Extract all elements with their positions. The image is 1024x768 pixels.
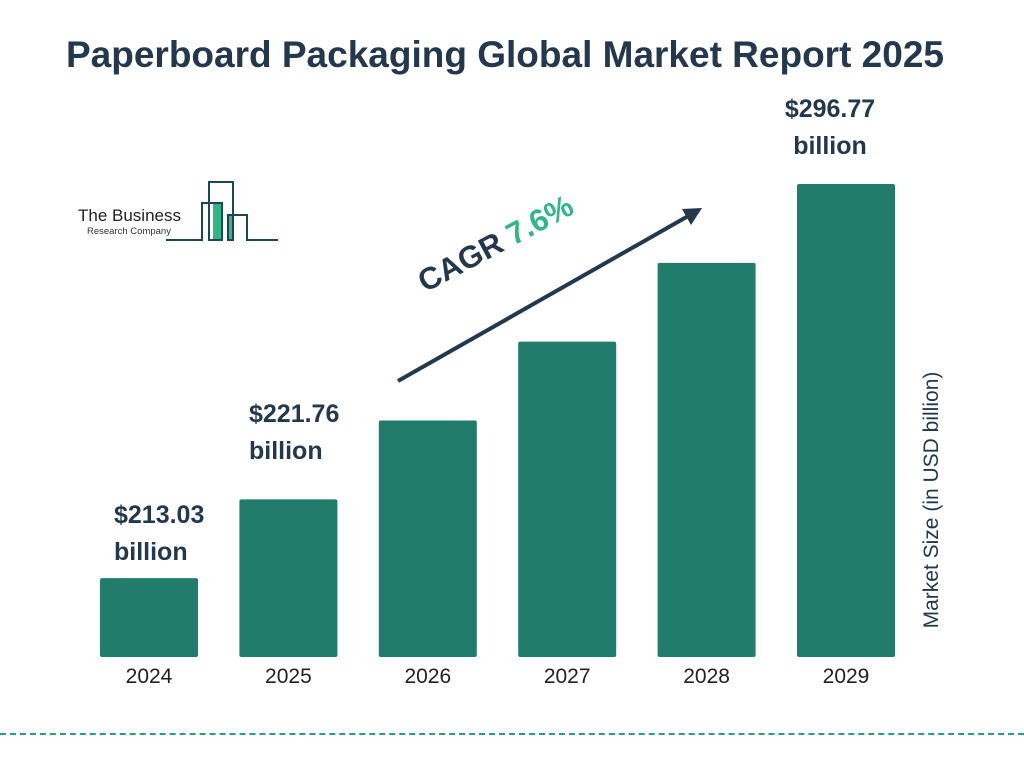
footer-divider bbox=[0, 733, 1024, 735]
bar-2028 bbox=[657, 262, 756, 657]
data-label-unit: billion bbox=[793, 132, 867, 160]
chart-title: Paperboard Packaging Global Market Repor… bbox=[65, 34, 944, 75]
bar-2025 bbox=[239, 499, 338, 657]
x-tick-2026: 2026 bbox=[404, 665, 452, 688]
x-tick-2024: 2024 bbox=[125, 665, 173, 688]
data-label-unit: billion bbox=[114, 538, 188, 566]
x-tick-2029: 2029 bbox=[822, 665, 870, 688]
bar-2026 bbox=[378, 420, 477, 657]
x-tick-2027: 2027 bbox=[543, 665, 591, 688]
bar-2027 bbox=[518, 341, 617, 657]
data-label-value: $296.77 bbox=[784, 95, 876, 123]
data-label-2024: $213.03 billion bbox=[114, 497, 204, 571]
data-label-2029: $296.77 billion bbox=[775, 91, 885, 165]
bar-2029 bbox=[797, 184, 895, 657]
cagr-arrow bbox=[397, 213, 691, 383]
logo-buildings-icon bbox=[166, 181, 278, 241]
x-tick-2025: 2025 bbox=[265, 665, 312, 688]
logo-line1: The Business bbox=[78, 206, 181, 225]
cagr-arrowhead-icon bbox=[682, 208, 702, 225]
data-label-unit: billion bbox=[249, 437, 323, 465]
x-tick-2028: 2028 bbox=[683, 665, 730, 688]
y-axis-label: Market Size (in USD billion) bbox=[920, 371, 943, 629]
bar-2024 bbox=[100, 578, 198, 657]
company-logo: The Business Research Company bbox=[78, 180, 283, 245]
data-label-value: $221.76 bbox=[249, 400, 340, 428]
data-label-2025: $221.76 billion bbox=[249, 396, 339, 470]
data-label-value: $213.03 bbox=[114, 501, 205, 529]
logo-line2: Research Company bbox=[87, 226, 171, 237]
